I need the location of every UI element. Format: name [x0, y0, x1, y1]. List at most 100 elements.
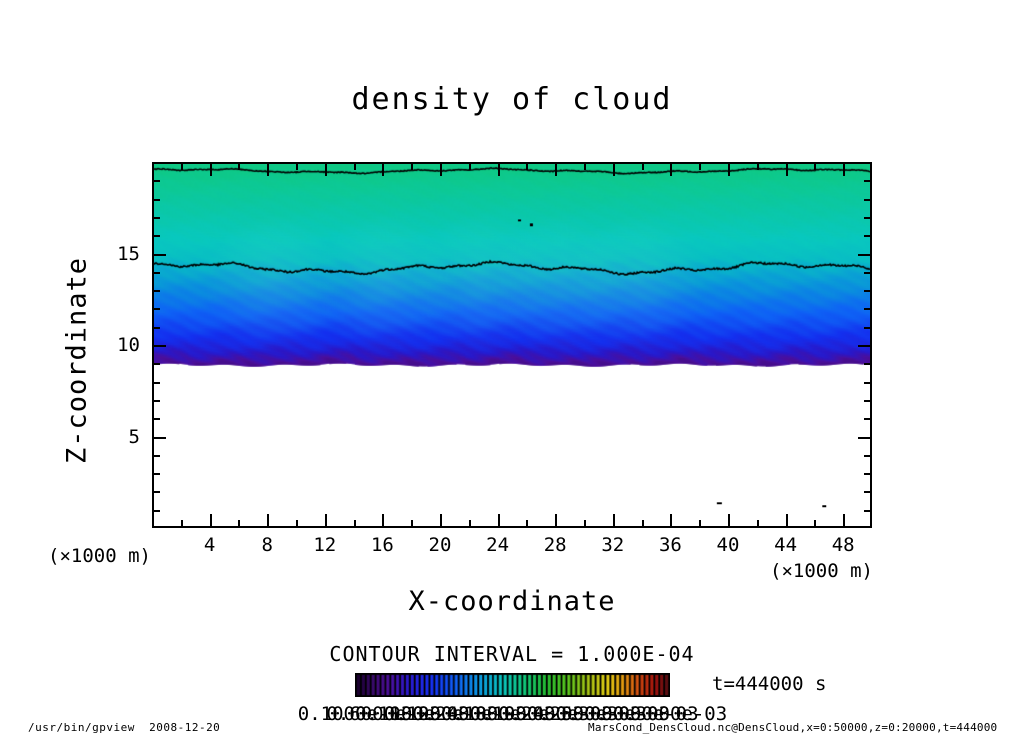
x-axis-title: X-coordinate: [408, 586, 616, 617]
y-tick-left: [153, 382, 160, 384]
x-tick-bottom: [411, 520, 413, 527]
x-tick-label: 4: [203, 534, 216, 556]
x-tick-bottom: [670, 514, 672, 527]
x-tick-bottom: [757, 520, 759, 527]
y-tick-left: [153, 272, 160, 274]
y-tick-left: [153, 290, 160, 292]
colorbar-tick-label: 0.1900e-03: [469, 703, 584, 725]
x-tick-bottom: [469, 520, 471, 527]
plot-area: [152, 162, 872, 528]
x-axis-units-label: (×1000 m): [770, 560, 873, 582]
y-tick-right: [864, 199, 871, 201]
x-tick-top: [699, 163, 701, 170]
x-tick-bottom: [267, 514, 269, 527]
x-tick-bottom: [728, 514, 730, 527]
y-tick-left: [153, 180, 160, 182]
y-tick-right: [864, 473, 871, 475]
x-tick-bottom: [498, 514, 500, 527]
x-tick-top: [670, 163, 672, 176]
x-tick-top: [440, 163, 442, 176]
time-label: t=444000 s: [712, 673, 827, 695]
y-tick-label: 10: [117, 334, 140, 356]
colorbar-tick-label: 0.6000e-03: [326, 703, 441, 725]
y-tick-left: [153, 491, 160, 493]
colorbar-tick-label: 0.3000e-03: [584, 703, 699, 725]
x-tick-bottom: [210, 514, 212, 527]
colorbar-tick-label: 0.3000e-03: [612, 703, 728, 725]
colorbar-gradient: [356, 674, 669, 696]
x-tick-label: 8: [261, 534, 273, 556]
footer-dataset-label: MarsCond_DensCloud.nc@DensCloud,x=0:5000…: [588, 721, 998, 734]
y-tick-right: [864, 290, 871, 292]
x-tick-bottom: [526, 520, 528, 527]
x-tick-label: 40: [716, 534, 740, 556]
y-tick-right: [864, 235, 871, 237]
x-tick-label: 48: [831, 534, 855, 556]
x-tick-bottom: [642, 520, 644, 527]
y-tick-right: [864, 510, 871, 512]
y-tick-left: [153, 327, 160, 329]
colorbar-tick-label: 0.2400e-03: [412, 703, 527, 725]
y-tick-left: [153, 254, 166, 256]
x-tick-bottom: [296, 520, 298, 527]
x-tick-label: 28: [543, 534, 567, 556]
y-tick-left: [153, 510, 160, 512]
x-tick-bottom: [555, 514, 557, 527]
density-field-heatmap: [154, 164, 870, 526]
x-tick-label: 12: [313, 534, 337, 556]
x-tick-label: 32: [601, 534, 625, 556]
x-tick-bottom: [843, 514, 845, 527]
x-tick-top: [757, 163, 759, 170]
colorbar-tick-labels: 0.1000e-03 0.6000e-03 0.1100e-03 0.1200e-03…: [0, 703, 1024, 727]
y-tick-right: [864, 217, 871, 219]
x-tick-bottom: [382, 514, 384, 527]
x-tick-bottom: [584, 520, 586, 527]
y-tick-left: [153, 363, 160, 365]
x-tick-bottom: [814, 520, 816, 527]
x-tick-label: 16: [370, 534, 394, 556]
colorbar: [355, 673, 670, 697]
x-tick-top: [296, 163, 298, 170]
y-tick-left: [153, 217, 160, 219]
x-tick-top: [642, 163, 644, 170]
x-tick-bottom: [325, 514, 327, 527]
x-tick-label: 44: [774, 534, 798, 556]
colorbar-tick-label: 0.1200e-03: [383, 703, 499, 725]
colorbar-tick-label: 0.2500e-03: [526, 703, 642, 725]
x-tick-top: [325, 163, 327, 176]
y-tick-right: [858, 254, 871, 256]
y-tick-right: [864, 327, 871, 329]
x-tick-bottom: [613, 514, 615, 527]
y-axis-units-label: (×1000 m): [48, 545, 151, 567]
colorbar-tick-label: 0.1100e-03: [355, 703, 470, 725]
colorbar-tick-label: 0.1800e-03: [440, 703, 556, 725]
y-axis-title: Z-coordinate: [61, 256, 93, 465]
y-tick-right: [864, 455, 871, 457]
y-tick-left: [153, 308, 160, 310]
colorbar-tick-label: 0.3000e-03: [555, 703, 670, 725]
y-tick-right: [864, 400, 871, 402]
x-tick-top: [555, 163, 557, 176]
y-tick-left: [153, 418, 160, 420]
x-tick-bottom: [786, 514, 788, 527]
x-tick-top: [210, 163, 212, 176]
x-tick-label: 36: [658, 534, 682, 556]
y-tick-label: 15: [117, 242, 140, 265]
x-tick-bottom: [354, 520, 356, 527]
y-tick-left: [153, 235, 160, 237]
y-tick-right: [858, 345, 871, 347]
x-tick-top: [613, 163, 615, 176]
x-tick-bottom: [440, 514, 442, 527]
x-tick-top: [354, 163, 356, 170]
x-tick-label: 20: [428, 534, 452, 556]
x-tick-top: [584, 163, 586, 170]
y-tick-left: [153, 199, 160, 201]
y-tick-left: [153, 455, 160, 457]
x-tick-bottom: [181, 520, 183, 527]
x-tick-top: [814, 163, 816, 170]
y-tick-right: [864, 308, 871, 310]
x-tick-top: [382, 163, 384, 176]
x-tick-top: [786, 163, 788, 176]
y-tick-label: 5: [128, 425, 140, 448]
x-tick-top: [498, 163, 500, 176]
